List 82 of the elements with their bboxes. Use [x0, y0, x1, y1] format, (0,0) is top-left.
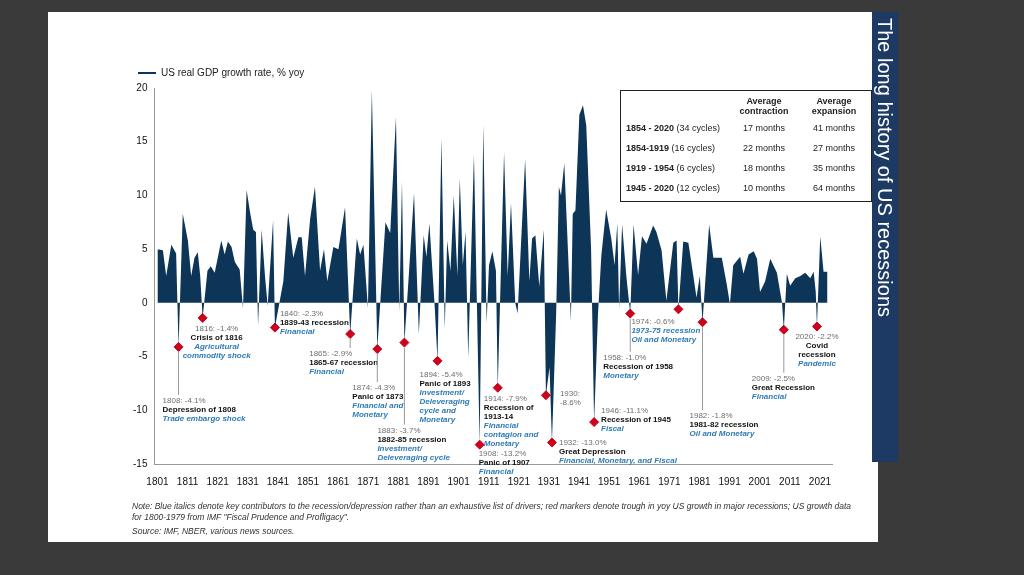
annotation: 1854-1919 (16 cycles): [625, 142, 717, 155]
y-tick-label: -10: [133, 404, 148, 416]
point: [811, 321, 822, 332]
annotation: 64 months: [812, 182, 856, 195]
annotation: Average expansion: [810, 95, 858, 118]
y-tick-label: 15: [136, 135, 148, 147]
annotation: 18 months: [742, 162, 786, 175]
annotation: 41 months: [812, 122, 856, 135]
annotation: 1974: -0.6% 1973-75 recession Oil and Monetary: [631, 316, 701, 344]
annotation: 1982: -1.8% 1981-82 recession Oil and Monetary: [689, 411, 759, 439]
x-tick-label: 1891: [417, 475, 441, 487]
annotation: 1946: -11.1% Recession of 1945 Fiscal: [601, 406, 672, 434]
point: [269, 322, 280, 333]
point: [546, 437, 557, 448]
point: [474, 439, 485, 450]
annotation: 1840: -2.3% 1839-43 recession Financial: [279, 308, 349, 336]
y-tick-label: -5: [138, 350, 148, 362]
annotation: 1919 - 1954 (6 cycles): [625, 162, 717, 175]
x-tick-label: 1961: [628, 475, 651, 487]
annotation: 22 months: [742, 142, 786, 155]
x-tick-label: 1921: [507, 475, 531, 487]
annotation: 1932: -13.0% Great Depression Financial, Monetary, and Fiscal: [558, 437, 678, 465]
legend-label: US real GDP growth rate, % yoy: [161, 66, 305, 78]
text: The long history of US recessions: [872, 12, 898, 462]
annotation: 1816: -1.4% Crisis of 1816 Agricultural commodity shock: [182, 324, 252, 361]
annotation: 1854 - 2020 (34 cycles): [625, 122, 722, 135]
annotation: 2009: -2.5% Great Recession Financial: [751, 373, 816, 401]
x-tick-label: 1801: [146, 475, 170, 487]
point: [625, 308, 636, 319]
point: [197, 312, 208, 323]
point: [399, 337, 410, 348]
x-tick-label: 1881: [387, 475, 410, 487]
point: [492, 382, 503, 393]
annotation: 17 months: [742, 122, 786, 135]
annotation: 1945 - 2020 (12 cycles): [625, 182, 722, 195]
source-note: Source: IMF, NBER, various news sources.: [132, 526, 296, 537]
x-tick-label: 1871: [357, 475, 380, 487]
annotation: 1894: -5.4% Panic of 1893 Investment/ Deleveraging cycle and Monetary: [419, 370, 472, 425]
point: [589, 417, 600, 428]
annotation: 1865: -2.9% 1865-67 recession Financial: [309, 349, 379, 377]
x-tick-label: 1841: [266, 475, 290, 487]
point: [173, 341, 184, 352]
x-tick-label: 1941: [567, 475, 591, 487]
y-tick-label: 5: [141, 242, 148, 254]
annotation: 1808: -4.1% Depression of 1808 Trade embargo shock: [162, 396, 247, 424]
x-tick-label: 1991: [718, 475, 742, 487]
point: [697, 317, 708, 328]
y-tick-label: 20: [136, 81, 148, 93]
annotation: 1914: -7.9% Recession of 1913-14 Financial contagion and Monetary: [483, 393, 540, 448]
x-tick-label: 1821: [206, 475, 230, 487]
x-tick-label: 1931: [537, 475, 561, 487]
annotation: 10 months: [742, 182, 786, 195]
x-tick-label: 1861: [327, 475, 350, 487]
x-tick-label: 1951: [598, 475, 621, 487]
annotation: Average contraction: [738, 95, 790, 118]
annotation: 1958: -1.0% Recession of 1958 Monetary: [603, 352, 674, 380]
point: [345, 329, 356, 340]
point: [778, 324, 789, 335]
x-tick-label: 2001: [748, 475, 772, 487]
point: [673, 304, 684, 315]
annotation: 27 months: [812, 142, 856, 155]
y-tick-label: 0: [141, 296, 148, 308]
point: [372, 344, 383, 355]
annotation: 1930: -8.6%: [559, 389, 581, 408]
annotation: 1883: -3.7% 1882-85 recession Investment/ Deleveraging cycle: [377, 425, 451, 462]
x-tick-label: 2011: [779, 475, 802, 487]
x-tick-label: 1851: [296, 475, 320, 487]
annotation: 2020: -2.2% Covid recession Pandemic: [795, 331, 839, 368]
x-tick-label: 1831: [236, 475, 260, 487]
x-tick-label: 1911: [477, 475, 500, 487]
point: [540, 390, 551, 401]
x-tick-label: 2021: [808, 475, 832, 487]
x-tick-label: 1971: [658, 475, 681, 487]
text: Note: Blue italics denote key contributors to the recession/depression rather than an exhaustive list of drivers; red markers denote trough in yoy US growth in major recessions; US growth data for 1800-1979 from IMF "Fiscal Prudence and Profligacy".: [132, 501, 852, 523]
x-tick-label: 1981: [688, 475, 712, 487]
annotation: 35 months: [812, 162, 856, 175]
y-tick-label: -15: [133, 457, 148, 469]
annotation: 1874: -4.3% Panic of 1873 Financial and Monetary: [352, 383, 405, 420]
y-tick-label: 10: [136, 189, 148, 201]
x-tick-label: 1811: [176, 475, 199, 487]
annotation: 1908: -13.2% Panic of 1907 Financial: [478, 448, 531, 476]
x-tick-label: 1901: [447, 475, 471, 487]
